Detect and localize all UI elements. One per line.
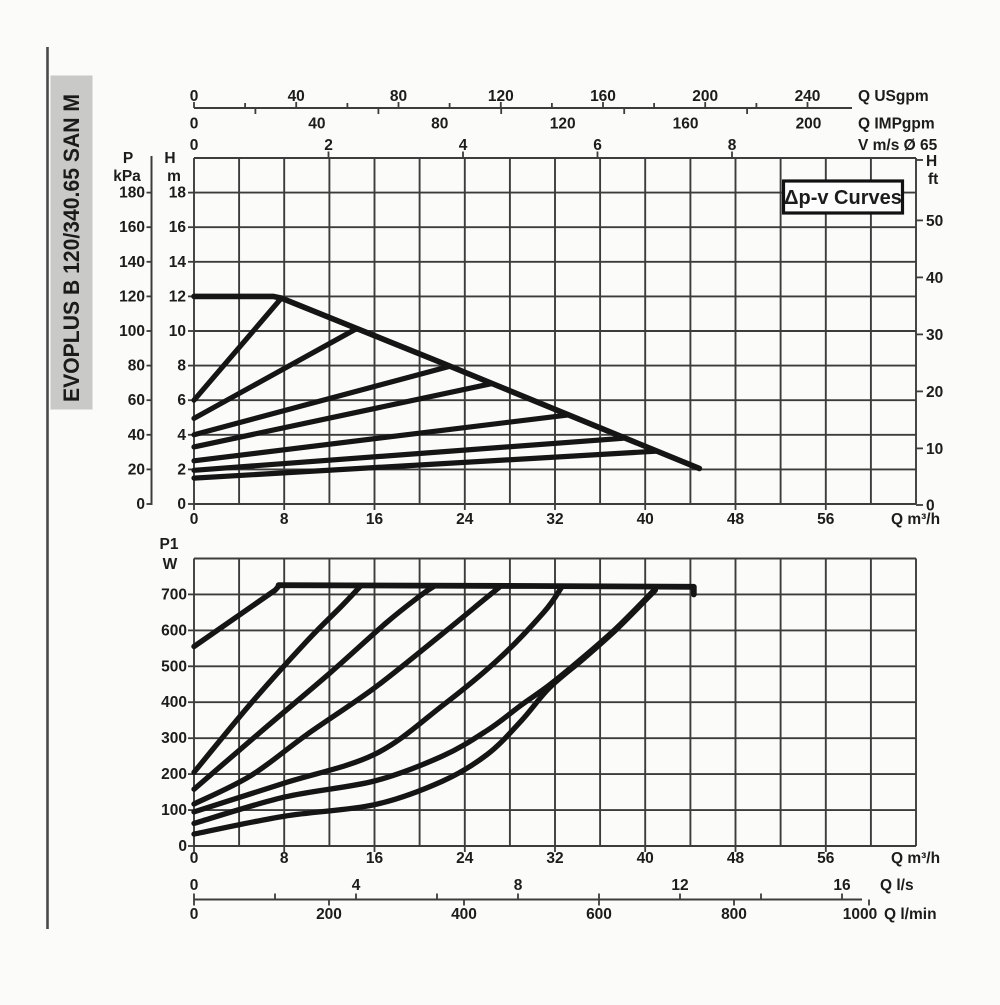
svg-text:40: 40 [637, 850, 654, 867]
svg-text:16: 16 [833, 877, 851, 894]
svg-text:1000: 1000 [843, 906, 877, 923]
svg-text:400: 400 [161, 694, 187, 711]
svg-text:48: 48 [727, 511, 745, 528]
svg-text:0: 0 [190, 877, 199, 894]
svg-text:600: 600 [586, 906, 612, 923]
svg-text:200: 200 [161, 766, 187, 783]
svg-text:32: 32 [546, 511, 563, 528]
svg-text:40: 40 [288, 88, 305, 105]
svg-text:0: 0 [190, 137, 199, 154]
svg-text:0: 0 [178, 838, 187, 855]
svg-text:Q l/min: Q l/min [884, 906, 937, 923]
svg-text:48: 48 [727, 850, 745, 867]
svg-text:6: 6 [593, 137, 602, 154]
svg-text:200: 200 [692, 88, 718, 105]
svg-text:12: 12 [169, 288, 186, 305]
svg-text:Q USgpm: Q USgpm [858, 88, 929, 105]
svg-text:10: 10 [169, 323, 186, 340]
svg-text:20: 20 [128, 461, 145, 478]
svg-text:300: 300 [161, 730, 187, 747]
svg-text:80: 80 [390, 88, 407, 105]
svg-text:m: m [167, 168, 181, 185]
svg-text:40: 40 [926, 270, 943, 287]
svg-text:2: 2 [324, 137, 333, 154]
svg-text:H: H [926, 153, 937, 170]
svg-text:18: 18 [169, 185, 187, 202]
svg-text:200: 200 [316, 906, 342, 923]
svg-text:0: 0 [190, 906, 199, 923]
svg-text:4: 4 [352, 877, 361, 894]
svg-text:120: 120 [119, 288, 145, 305]
svg-text:800: 800 [721, 906, 747, 923]
svg-text:32: 32 [546, 850, 563, 867]
svg-text:200: 200 [796, 116, 822, 133]
svg-text:Δp-v Curves: Δp-v Curves [784, 187, 902, 209]
svg-text:P: P [123, 150, 133, 167]
svg-text:160: 160 [119, 219, 145, 236]
svg-text:0: 0 [190, 116, 199, 133]
svg-text:24: 24 [456, 511, 474, 528]
svg-text:Q m³/h: Q m³/h [891, 511, 940, 528]
svg-text:12: 12 [671, 877, 688, 894]
svg-text:kPa: kPa [113, 168, 141, 185]
svg-text:500: 500 [161, 658, 187, 675]
svg-text:700: 700 [161, 586, 187, 603]
svg-text:4: 4 [459, 137, 468, 154]
svg-text:V m/s Ø 65: V m/s Ø 65 [858, 137, 938, 154]
svg-text:8: 8 [514, 877, 523, 894]
svg-text:16: 16 [366, 850, 384, 867]
svg-text:Q l/s: Q l/s [880, 877, 914, 894]
svg-text:Q m³/h: Q m³/h [891, 850, 940, 867]
svg-text:120: 120 [550, 116, 576, 133]
svg-text:16: 16 [169, 219, 187, 236]
svg-text:4: 4 [177, 427, 186, 444]
svg-text:H: H [164, 150, 175, 167]
svg-text:20: 20 [926, 384, 943, 401]
svg-text:120: 120 [488, 88, 514, 105]
svg-text:80: 80 [128, 358, 145, 375]
svg-text:2: 2 [177, 461, 186, 478]
svg-text:0: 0 [926, 498, 935, 515]
svg-text:40: 40 [637, 511, 654, 528]
svg-text:Q IMPgpm: Q IMPgpm [858, 116, 935, 133]
svg-text:160: 160 [673, 116, 699, 133]
svg-text:0: 0 [190, 850, 199, 867]
svg-text:240: 240 [795, 88, 821, 105]
svg-text:140: 140 [119, 254, 145, 271]
svg-text:56: 56 [817, 511, 835, 528]
svg-text:ft: ft [928, 171, 938, 188]
svg-text:160: 160 [590, 88, 616, 105]
svg-text:10: 10 [926, 441, 943, 458]
svg-text:8: 8 [280, 511, 289, 528]
svg-text:6: 6 [177, 392, 186, 409]
svg-text:40: 40 [308, 116, 325, 133]
svg-text:80: 80 [431, 116, 448, 133]
svg-text:180: 180 [119, 185, 145, 202]
svg-text:0: 0 [177, 496, 186, 513]
svg-text:30: 30 [926, 327, 943, 344]
svg-text:8: 8 [728, 137, 737, 154]
svg-text:50: 50 [926, 213, 943, 230]
svg-text:EVOPLUS B 120/340.65 SAN M: EVOPLUS B 120/340.65 SAN M [59, 94, 84, 402]
svg-text:400: 400 [451, 906, 477, 923]
svg-text:0: 0 [190, 88, 199, 105]
svg-text:56: 56 [817, 850, 835, 867]
svg-text:8: 8 [280, 850, 289, 867]
svg-text:W: W [163, 556, 178, 573]
svg-text:100: 100 [119, 323, 145, 340]
svg-text:600: 600 [161, 622, 187, 639]
svg-text:60: 60 [128, 392, 145, 409]
svg-text:14: 14 [169, 254, 187, 271]
svg-text:100: 100 [161, 802, 187, 819]
svg-text:8: 8 [177, 358, 186, 375]
svg-text:40: 40 [128, 427, 145, 444]
svg-text:16: 16 [366, 511, 384, 528]
svg-text:0: 0 [136, 496, 145, 513]
svg-text:P1: P1 [160, 536, 179, 553]
svg-text:0: 0 [190, 511, 199, 528]
svg-text:24: 24 [456, 850, 474, 867]
